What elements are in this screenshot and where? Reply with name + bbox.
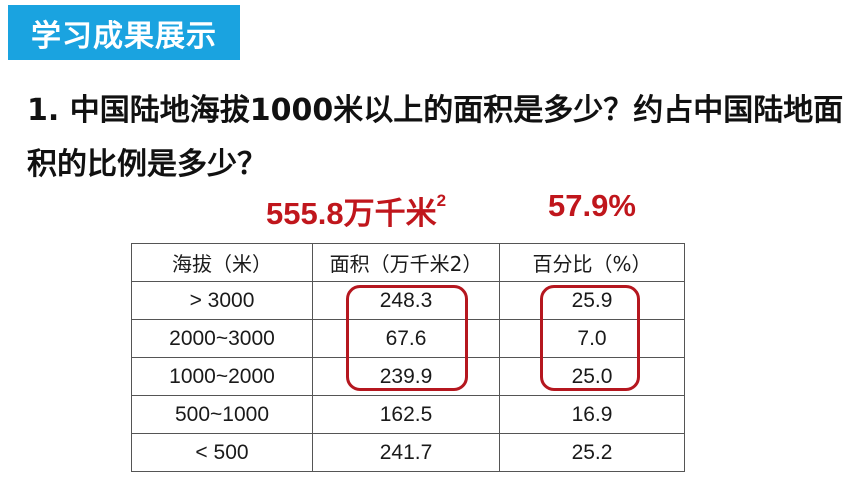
answer-percent: 57.9% [548, 188, 636, 223]
cell-elevation: < 500 [131, 433, 313, 472]
header-elevation: 海拔（米） [131, 243, 313, 282]
cell-percent: 16.9 [499, 395, 685, 434]
cell-elevation: 1000~2000 [131, 357, 313, 396]
section-badge: 学习成果展示 [8, 5, 240, 60]
answer-area: 555.8万千米2 [266, 188, 446, 233]
answer-area-value: 555.8万千米 [266, 196, 437, 231]
answer-area-superscript: 2 [436, 191, 447, 210]
cell-elevation: 500~1000 [131, 395, 313, 434]
table-row: 1000~2000 239.9 25.0 [131, 357, 685, 396]
area-highlight-box [346, 285, 468, 391]
cell-area: 162.5 [312, 395, 500, 434]
cell-area: 241.7 [312, 433, 500, 472]
cell-elevation: 2000~3000 [131, 319, 313, 358]
question-text: 1. 中国陆地海拔1000米以上的面积是多少？约占中国陆地面积的比例是多少？ [27, 93, 844, 182]
header-area: 面积（万千米2） [312, 243, 500, 282]
cell-percent: 25.2 [499, 433, 685, 472]
cell-percent: 7.0 [499, 319, 685, 358]
table-row: < 500 241.7 25.2 [131, 433, 685, 472]
cell-elevation: > 3000 [131, 281, 313, 320]
header-percent: 百分比（%） [499, 243, 685, 282]
elevation-table: 海拔（米） 面积（万千米2） 百分比（%） > 3000 248.3 25.9 … [131, 243, 685, 472]
table-header-row: 海拔（米） 面积（万千米2） 百分比（%） [131, 243, 685, 282]
table-row: 500~1000 162.5 16.9 [131, 395, 685, 434]
percent-highlight-box [540, 285, 640, 391]
